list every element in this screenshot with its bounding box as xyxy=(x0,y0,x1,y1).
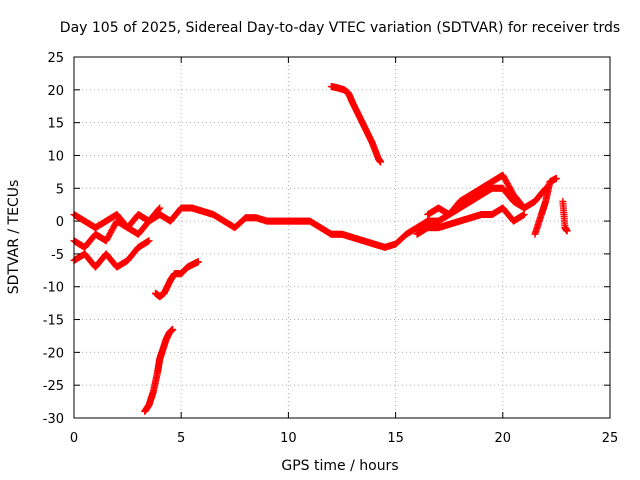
x-tick-label: 20 xyxy=(495,431,512,446)
data-points xyxy=(70,83,571,415)
y-tick-label: 10 xyxy=(47,149,64,164)
y-tick-label: -25 xyxy=(43,379,64,394)
data-point xyxy=(169,325,177,333)
y-tick-label: 5 xyxy=(56,182,64,197)
data-point xyxy=(552,174,560,182)
y-tick-label: 25 xyxy=(47,51,64,66)
chart-title: Day 105 of 2025, Sidereal Day-to-day VTE… xyxy=(60,20,620,36)
y-tick-label: -5 xyxy=(51,248,64,263)
x-tick-label: 5 xyxy=(177,431,185,446)
y-tick-label: -15 xyxy=(43,314,64,329)
y-tick-label: 0 xyxy=(56,215,64,230)
grid-lines xyxy=(74,57,610,418)
y-axis-label: SDTVAR / TECUs xyxy=(6,180,22,295)
y-tick-label: -20 xyxy=(43,346,64,361)
data-point xyxy=(194,258,202,266)
x-tick-label: 25 xyxy=(602,431,619,446)
data-point-fill xyxy=(519,203,527,211)
plot-border xyxy=(73,56,611,419)
y-tick-label: 15 xyxy=(47,117,64,132)
x-tick-label: 0 xyxy=(70,431,78,446)
y-tick-label: -10 xyxy=(43,281,64,296)
y-tick-label: -30 xyxy=(43,412,64,427)
data-point xyxy=(563,227,571,235)
y-tick-label: 20 xyxy=(47,84,64,99)
data-point xyxy=(156,204,164,212)
data-point xyxy=(145,237,153,245)
axis-ticks: 0 5 10 15 20 25 -30 -25 -20 -15 -10 -5 0 5 10 15 20 25 xyxy=(43,51,619,446)
data-point xyxy=(377,158,385,166)
data-point xyxy=(520,204,528,212)
x-axis-label: GPS time / hours xyxy=(281,458,398,474)
x-tick-label: 10 xyxy=(280,431,297,446)
data-point xyxy=(520,211,528,219)
data-point-fill xyxy=(155,205,163,213)
x-tick-label: 15 xyxy=(387,431,404,446)
